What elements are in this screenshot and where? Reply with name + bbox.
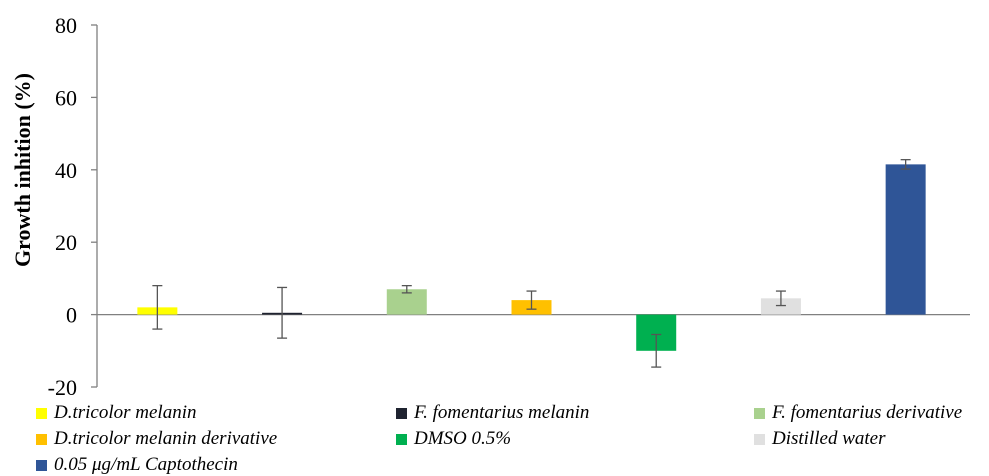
legend-label: F. fomentarius melanin (414, 402, 590, 423)
y-tick-label: 40 (55, 158, 77, 183)
legend-item: DMSO 0.5% (396, 428, 511, 450)
legend-swatch (36, 407, 47, 419)
legend-item: Distilled water (754, 428, 885, 450)
bars (137, 164, 926, 351)
legend-label: D.tricolor melanin derivative (54, 428, 278, 449)
legend-item: D.tricolor melanin (36, 402, 197, 424)
chart-svg: -20 0 20 40 60 80 Growth inhition (%) (10, 13, 970, 400)
legend-item: D.tricolor melanin derivative (36, 428, 277, 450)
legend: D.tricolor melanin F. fomentarius melanin… (0, 398, 989, 475)
y-tick-label: 20 (55, 230, 77, 255)
legend-label: Distilled water (772, 428, 886, 449)
bar (885, 164, 926, 315)
legend-swatch (396, 433, 407, 445)
legend-label: DMSO 0.5% (414, 428, 512, 449)
legend-swatch (396, 407, 407, 419)
axes: -20 0 20 40 60 80 (48, 13, 970, 400)
legend-label: F. fomentarius derivative (772, 402, 963, 423)
legend-label: D.tricolor melanin (54, 402, 197, 423)
error-bars (152, 159, 911, 368)
legend-item: F. fomentarius derivative (754, 402, 962, 424)
legend-item: F. fomentarius melanin (396, 402, 589, 424)
bar (760, 298, 801, 315)
y-tick-label: 0 (66, 303, 77, 328)
y-tick-label: -20 (48, 375, 77, 400)
y-axis-label: Growth inhition (%) (10, 73, 35, 267)
y-tick-label: 60 (55, 85, 77, 110)
legend-label: 0.05 μg/mL Captothecin (54, 454, 238, 475)
legend-swatch (754, 407, 765, 419)
y-tick-label: 80 (55, 13, 77, 38)
legend-swatch (36, 459, 47, 471)
legend-item: 0.05 μg/mL Captothecin (36, 454, 238, 476)
legend-swatch (36, 433, 47, 445)
legend-swatch (754, 433, 765, 445)
